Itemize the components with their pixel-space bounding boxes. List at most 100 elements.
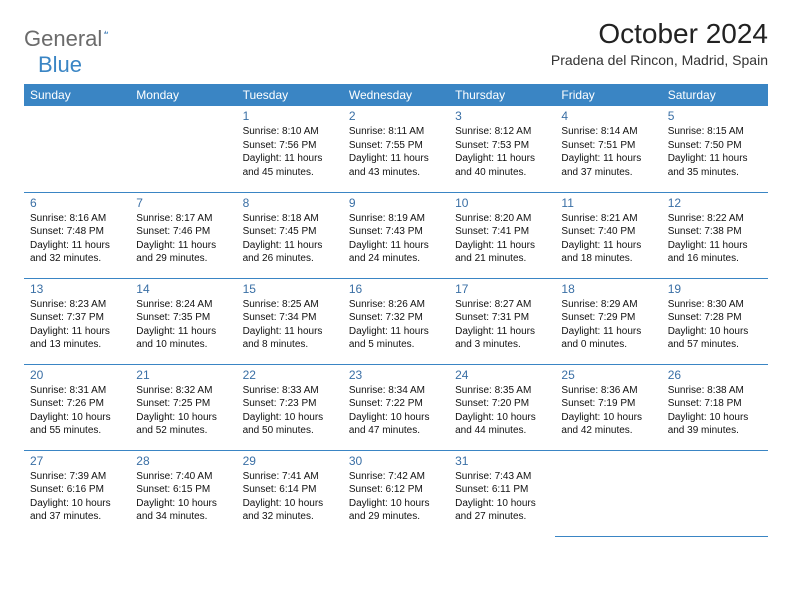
sunset: Sunset: 6:16 PM — [30, 483, 124, 497]
day-info: Sunrise: 8:30 AMSunset: 7:28 PMDaylight:… — [668, 298, 762, 352]
daylight-2: and 52 minutes. — [136, 424, 230, 438]
day-number: 9 — [349, 196, 443, 210]
sunrise: Sunrise: 8:17 AM — [136, 212, 230, 226]
sunrise: Sunrise: 8:36 AM — [561, 384, 655, 398]
daylight-2: and 27 minutes. — [455, 510, 549, 524]
sunrise: Sunrise: 8:25 AM — [243, 298, 337, 312]
sunset: Sunset: 6:11 PM — [455, 483, 549, 497]
daylight-2: and 0 minutes. — [561, 338, 655, 352]
sunset: Sunset: 7:48 PM — [30, 225, 124, 239]
calendar-cell: 30Sunrise: 7:42 AMSunset: 6:12 PMDayligh… — [343, 450, 449, 536]
calendar-cell: 27Sunrise: 7:39 AMSunset: 6:16 PMDayligh… — [24, 450, 130, 536]
sunrise: Sunrise: 8:23 AM — [30, 298, 124, 312]
daylight-1: Daylight: 10 hours — [243, 411, 337, 425]
day-number: 24 — [455, 368, 549, 382]
daylight-1: Daylight: 10 hours — [349, 497, 443, 511]
daylight-2: and 42 minutes. — [561, 424, 655, 438]
day-info: Sunrise: 7:40 AMSunset: 6:15 PMDaylight:… — [136, 470, 230, 524]
sunset: Sunset: 7:20 PM — [455, 397, 549, 411]
day-number: 5 — [668, 109, 762, 123]
daylight-1: Daylight: 10 hours — [136, 411, 230, 425]
logo: General — [24, 26, 126, 52]
sunrise: Sunrise: 8:32 AM — [136, 384, 230, 398]
day-number: 28 — [136, 454, 230, 468]
sunrise: Sunrise: 8:11 AM — [349, 125, 443, 139]
day-number: 14 — [136, 282, 230, 296]
sunset: Sunset: 7:40 PM — [561, 225, 655, 239]
daylight-1: Daylight: 11 hours — [668, 152, 762, 166]
calendar-cell: 11Sunrise: 8:21 AMSunset: 7:40 PMDayligh… — [555, 192, 661, 278]
sunrise: Sunrise: 8:14 AM — [561, 125, 655, 139]
daylight-2: and 50 minutes. — [243, 424, 337, 438]
daylight-2: and 34 minutes. — [136, 510, 230, 524]
daylight-1: Daylight: 10 hours — [349, 411, 443, 425]
calendar-cell: 6Sunrise: 8:16 AMSunset: 7:48 PMDaylight… — [24, 192, 130, 278]
day-number: 7 — [136, 196, 230, 210]
day-number: 18 — [561, 282, 655, 296]
daylight-2: and 40 minutes. — [455, 166, 549, 180]
day-info: Sunrise: 7:41 AMSunset: 6:14 PMDaylight:… — [243, 470, 337, 524]
day-info: Sunrise: 8:36 AMSunset: 7:19 PMDaylight:… — [561, 384, 655, 438]
sunrise: Sunrise: 8:21 AM — [561, 212, 655, 226]
sunset: Sunset: 7:50 PM — [668, 139, 762, 153]
sunrise: Sunrise: 7:42 AM — [349, 470, 443, 484]
day-info: Sunrise: 8:35 AMSunset: 7:20 PMDaylight:… — [455, 384, 549, 438]
daylight-2: and 16 minutes. — [668, 252, 762, 266]
day-info: Sunrise: 8:25 AMSunset: 7:34 PMDaylight:… — [243, 298, 337, 352]
sunset: Sunset: 7:22 PM — [349, 397, 443, 411]
calendar-cell: 3Sunrise: 8:12 AMSunset: 7:53 PMDaylight… — [449, 106, 555, 192]
day-number: 20 — [30, 368, 124, 382]
day-info: Sunrise: 8:20 AMSunset: 7:41 PMDaylight:… — [455, 212, 549, 266]
sunrise: Sunrise: 8:15 AM — [668, 125, 762, 139]
sunset: Sunset: 7:37 PM — [30, 311, 124, 325]
calendar-row: 20Sunrise: 8:31 AMSunset: 7:26 PMDayligh… — [24, 364, 768, 450]
sunrise: Sunrise: 8:33 AM — [243, 384, 337, 398]
logo-text-general: General — [24, 26, 102, 52]
day-info: Sunrise: 8:24 AMSunset: 7:35 PMDaylight:… — [136, 298, 230, 352]
daylight-2: and 44 minutes. — [455, 424, 549, 438]
day-number: 6 — [30, 196, 124, 210]
calendar-head: SundayMondayTuesdayWednesdayThursdayFrid… — [24, 84, 768, 106]
sunrise: Sunrise: 8:19 AM — [349, 212, 443, 226]
daylight-2: and 13 minutes. — [30, 338, 124, 352]
sunset: Sunset: 7:51 PM — [561, 139, 655, 153]
daylight-2: and 35 minutes. — [668, 166, 762, 180]
daylight-2: and 10 minutes. — [136, 338, 230, 352]
sunset: Sunset: 6:15 PM — [136, 483, 230, 497]
daylight-1: Daylight: 11 hours — [30, 239, 124, 253]
daylight-2: and 32 minutes. — [243, 510, 337, 524]
day-info: Sunrise: 8:29 AMSunset: 7:29 PMDaylight:… — [561, 298, 655, 352]
daylight-1: Daylight: 11 hours — [30, 325, 124, 339]
daylight-2: and 18 minutes. — [561, 252, 655, 266]
weekday-header: Friday — [555, 84, 661, 106]
sunrise: Sunrise: 8:31 AM — [30, 384, 124, 398]
title-block: October 2024 Pradena del Rincon, Madrid,… — [551, 18, 768, 68]
calendar-cell: 21Sunrise: 8:32 AMSunset: 7:25 PMDayligh… — [130, 364, 236, 450]
sunrise: Sunrise: 8:34 AM — [349, 384, 443, 398]
sunset: Sunset: 7:26 PM — [30, 397, 124, 411]
sunrise: Sunrise: 7:43 AM — [455, 470, 549, 484]
daylight-1: Daylight: 10 hours — [455, 411, 549, 425]
calendar-cell: 13Sunrise: 8:23 AMSunset: 7:37 PMDayligh… — [24, 278, 130, 364]
sunset: Sunset: 7:41 PM — [455, 225, 549, 239]
sunrise: Sunrise: 8:35 AM — [455, 384, 549, 398]
day-info: Sunrise: 8:11 AMSunset: 7:55 PMDaylight:… — [349, 125, 443, 179]
sunrise: Sunrise: 8:30 AM — [668, 298, 762, 312]
day-info: Sunrise: 8:27 AMSunset: 7:31 PMDaylight:… — [455, 298, 549, 352]
calendar-cell: 25Sunrise: 8:36 AMSunset: 7:19 PMDayligh… — [555, 364, 661, 450]
day-info: Sunrise: 8:10 AMSunset: 7:56 PMDaylight:… — [243, 125, 337, 179]
sunrise: Sunrise: 8:38 AM — [668, 384, 762, 398]
daylight-1: Daylight: 11 hours — [349, 152, 443, 166]
daylight-1: Daylight: 11 hours — [455, 239, 549, 253]
day-number: 3 — [455, 109, 549, 123]
day-number: 31 — [455, 454, 549, 468]
day-number: 11 — [561, 196, 655, 210]
day-info: Sunrise: 8:23 AMSunset: 7:37 PMDaylight:… — [30, 298, 124, 352]
day-info: Sunrise: 8:31 AMSunset: 7:26 PMDaylight:… — [30, 384, 124, 438]
sunset: Sunset: 7:56 PM — [243, 139, 337, 153]
calendar-cell-empty — [662, 450, 768, 536]
sunset: Sunset: 7:45 PM — [243, 225, 337, 239]
daylight-1: Daylight: 10 hours — [668, 411, 762, 425]
calendar-cell: 23Sunrise: 8:34 AMSunset: 7:22 PMDayligh… — [343, 364, 449, 450]
month-title: October 2024 — [551, 18, 768, 50]
